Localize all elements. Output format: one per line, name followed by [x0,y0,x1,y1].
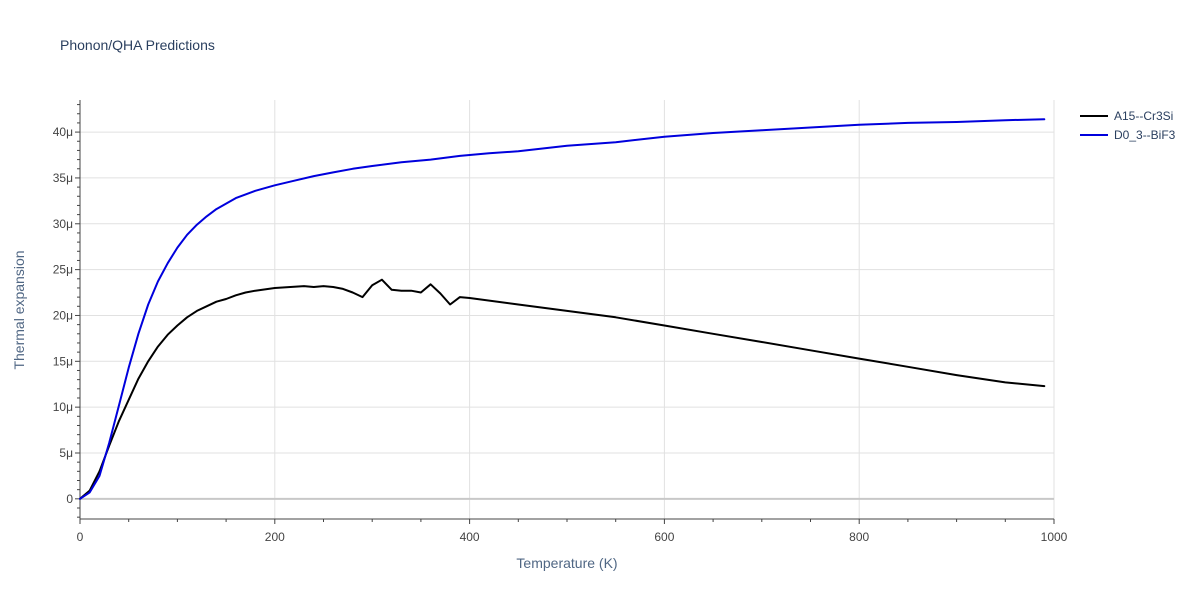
axes [75,100,1055,524]
x-tick-label: 1000 [1041,530,1068,544]
y-tick-label: 30μ [53,217,73,231]
y-tick-label: 15μ [53,354,73,368]
y-tick-label: 20μ [53,308,73,322]
x-axis-title: Temperature (K) [516,555,617,571]
legend-label: D0_3--BiF3 [1114,128,1176,142]
y-tick-label: 5μ [59,446,73,460]
series-layer [79,118,1046,500]
series-line-1 [79,278,1046,500]
x-tick-label: 800 [849,530,869,544]
x-tick-label: 600 [654,530,674,544]
x-tick-label: 0 [77,530,84,544]
y-tick-label: 10μ [53,400,73,414]
x-tick-label: 400 [460,530,480,544]
legend-label: A15--Cr3Si [1114,109,1173,123]
grid [80,100,1055,519]
series-line-2 [79,118,1046,500]
y-tick-label: 35μ [53,171,73,185]
x-tick-label: 200 [265,530,285,544]
y-tick-label: 0 [66,492,73,506]
tick-labels: 0 200 400 600 800 1000 0 5μ 10μ 15μ 20μ 25μ 30μ 35μ 40… [53,125,1068,544]
y-axis-title: Thermal expansion [11,250,27,369]
chart-title: Phonon/QHA Predictions [60,37,215,53]
y-tick-label: 25μ [53,263,73,277]
y-tick-label: 40μ [53,125,73,139]
legend: A15--Cr3Si D0_3--BiF3 [1080,109,1176,142]
